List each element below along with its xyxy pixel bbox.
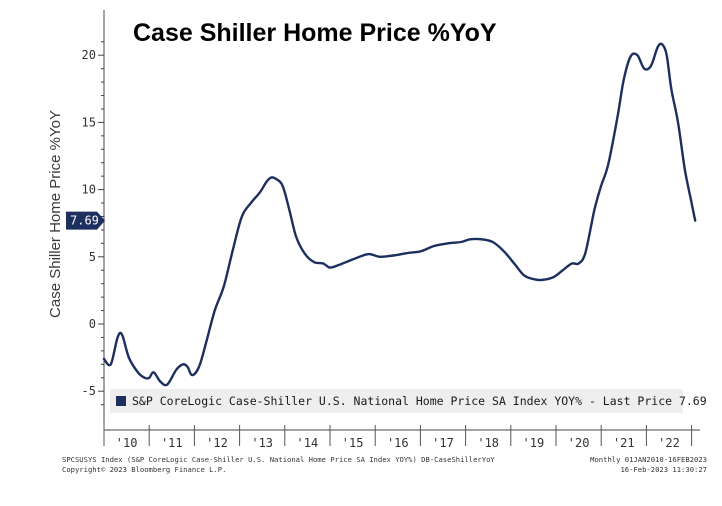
x-tick-label: '20 (568, 436, 590, 450)
footer-source: SPCSUSYS Index (S&P CoreLogic Case-Shill… (62, 455, 495, 464)
x-tick-label: '21 (613, 436, 635, 450)
x-tick-label: '13 (251, 436, 273, 450)
x-tick-label: '14 (297, 436, 319, 450)
x-tick-label: '18 (477, 436, 499, 450)
x-tick-label: '22 (658, 436, 680, 450)
last-price-marker: 7.69 (66, 211, 105, 230)
legend-text: S&P CoreLogic Case-Shiller U.S. National… (132, 394, 707, 408)
last-price-box (66, 211, 105, 230)
series-line (102, 42, 697, 387)
x-axis: '10 '11 '12 '13 '14 '15 '16 '17 '18 '19 '20 '21 '22 (103, 425, 700, 450)
footer-range: Monthly 01JAN2010-16FEB2023 (590, 455, 707, 464)
last-price-label: 7.69 (70, 214, 99, 228)
legend-swatch (116, 396, 126, 406)
y-tick-label: 20 (82, 48, 96, 62)
x-tick-label: '17 (432, 436, 454, 450)
x-tick-label: '10 (116, 436, 138, 450)
legend: S&P CoreLogic Case-Shiller U.S. National… (110, 389, 707, 413)
y-tick-label: 15 (82, 115, 96, 129)
x-tick-label: '19 (523, 436, 545, 450)
footer: SPCSUSYS Index (S&P CoreLogic Case-Shill… (62, 455, 707, 474)
y-tick-label: 10 (82, 183, 96, 197)
x-tick-label: '12 (206, 436, 228, 450)
chart-title: Case Shiller Home Price %YoY (133, 19, 497, 47)
legend-background (110, 389, 683, 413)
x-tick-label: '15 (342, 436, 364, 450)
y-tick-label: -5 (82, 384, 96, 398)
footer-copyright: Copyright© 2023 Bloomberg Finance L.P. (62, 465, 226, 474)
footer-timestamp: 16-Feb-2023 11:30:27 (620, 465, 707, 474)
x-tick-label: '11 (161, 436, 183, 450)
y-tick-label: 5 (89, 250, 96, 264)
y-tick-label: 0 (89, 317, 96, 331)
x-tick-label: '16 (387, 436, 409, 450)
y-axis-label: Case Shiller Home Price %YoY (47, 110, 64, 318)
